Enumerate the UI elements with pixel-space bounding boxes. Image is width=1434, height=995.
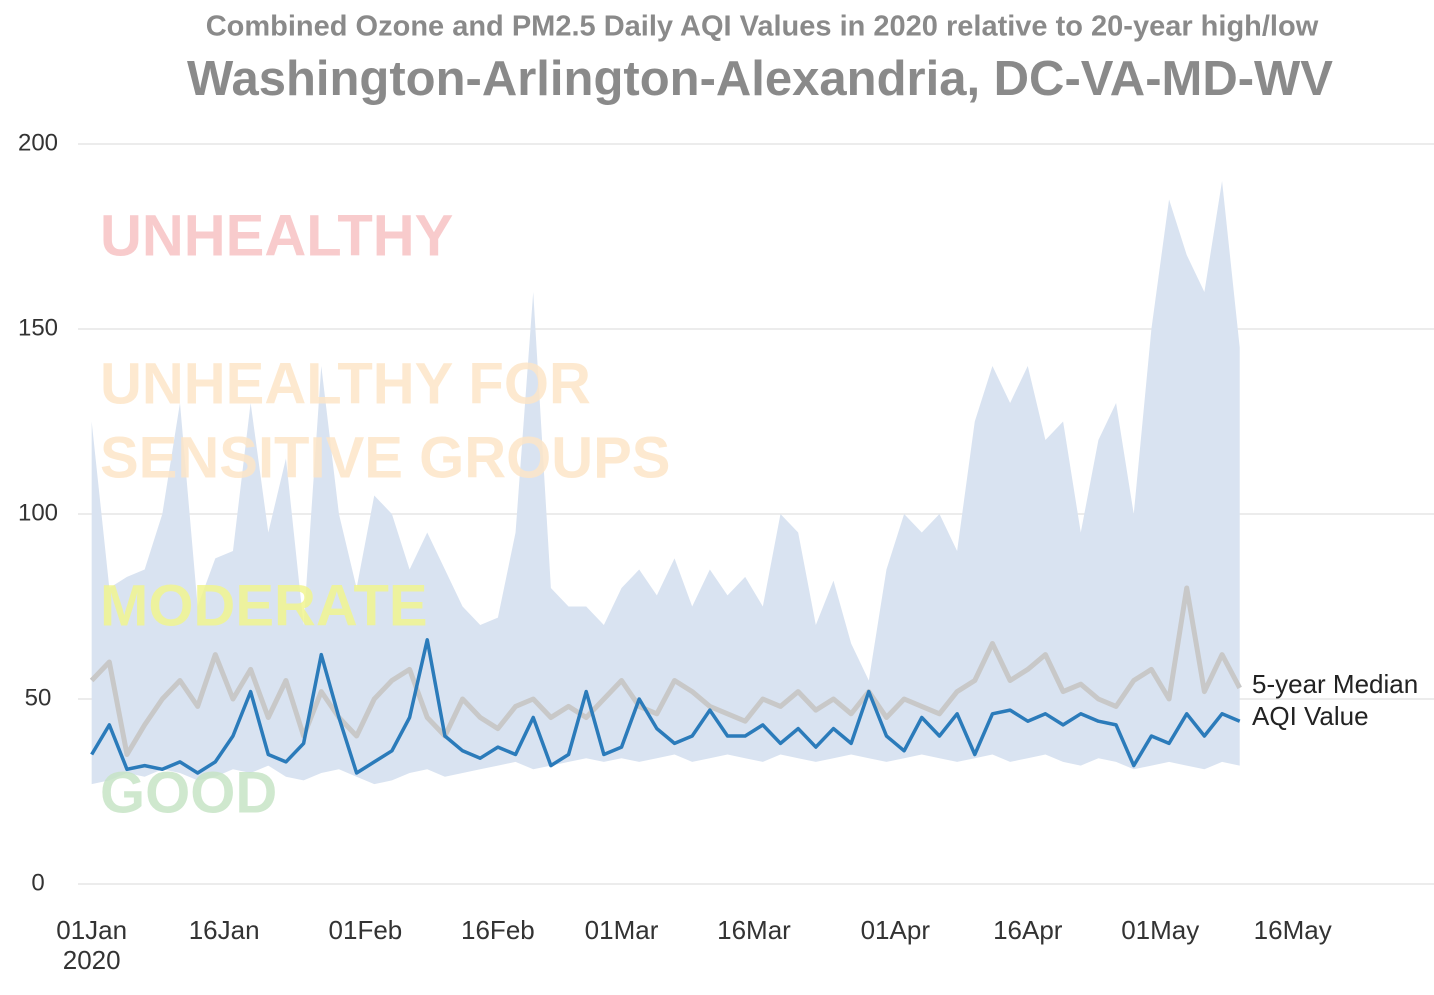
chart-title: Combined Ozone and PM2.5 Daily AQI Value… bbox=[206, 11, 1319, 43]
y-tick-label: 150 bbox=[18, 314, 58, 341]
x-tick-label: 16Jan bbox=[189, 915, 260, 945]
y-tick-label: 0 bbox=[31, 869, 44, 896]
zone-label: SENSITIVE GROUPS bbox=[100, 425, 670, 490]
x-tick-label: 01Apr bbox=[861, 915, 931, 945]
x-tick-label: 16Mar bbox=[717, 915, 791, 945]
chart-subtitle: Washington-Arlington-Alexandria, DC-VA-M… bbox=[187, 52, 1333, 106]
x-tick-label: 01Mar bbox=[585, 915, 659, 945]
x-tick-label: 01Feb bbox=[329, 915, 403, 945]
x-tick-label: 01May bbox=[1121, 915, 1199, 945]
zone-label: UNHEALTHY FOR bbox=[100, 351, 591, 416]
x-year-label: 2020 bbox=[63, 945, 121, 975]
series-line bbox=[89, 585, 1242, 757]
x-tick-label: 16May bbox=[1254, 915, 1332, 945]
band-area bbox=[91, 181, 1240, 785]
x-tick-label: 01Jan bbox=[56, 915, 127, 945]
y-tick-label: 100 bbox=[18, 499, 58, 526]
zone-label: GOOD bbox=[100, 760, 277, 825]
x-tick-label: 16Feb bbox=[461, 915, 535, 945]
legend-label: 5-year Median AQI Value bbox=[1252, 669, 1419, 731]
series-line bbox=[90, 638, 1241, 775]
zone-label: UNHEALTHY bbox=[100, 203, 453, 268]
zone-label: MODERATE bbox=[100, 573, 428, 638]
y-tick-label: 50 bbox=[25, 684, 52, 711]
y-tick-label: 200 bbox=[18, 129, 58, 156]
x-tick-label: 16Apr bbox=[993, 915, 1063, 945]
